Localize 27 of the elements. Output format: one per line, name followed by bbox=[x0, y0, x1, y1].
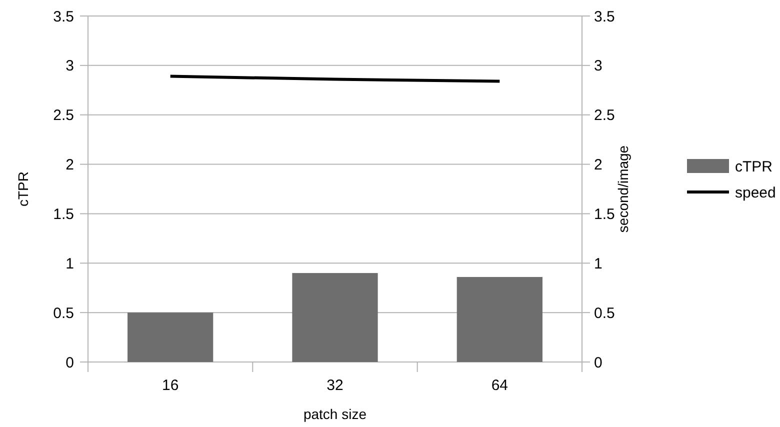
y-tick-label: 0.5 bbox=[53, 304, 74, 322]
y2-tick-label: 2.5 bbox=[594, 107, 615, 124]
y-tick-label: 0 bbox=[66, 354, 74, 372]
bar bbox=[456, 276, 542, 362]
y2-tick-label: 1.5 bbox=[594, 206, 615, 223]
y-tick-label: 1.5 bbox=[53, 206, 74, 223]
legend-label: cTPR bbox=[735, 158, 773, 176]
legend-label: speed bbox=[735, 184, 776, 202]
x-tick-label: 64 bbox=[491, 377, 508, 394]
x-axis-title: patch size bbox=[303, 406, 367, 422]
y2-tick-label: 0.5 bbox=[594, 304, 615, 322]
y-tick-label: 3 bbox=[66, 58, 74, 75]
y-tick-label: 3.5 bbox=[53, 8, 74, 26]
y2-tick-label: 3 bbox=[594, 58, 602, 75]
bar bbox=[292, 273, 378, 362]
y2-tick-label: 3.5 bbox=[594, 8, 615, 26]
x-tick-label: 16 bbox=[162, 377, 179, 394]
y2-axis-title: second/image bbox=[615, 145, 631, 233]
bar bbox=[128, 312, 214, 362]
y-tick-label: 1 bbox=[66, 255, 74, 272]
y-axis-title: cTPR bbox=[15, 172, 31, 206]
x-tick-label: 32 bbox=[326, 377, 344, 394]
y2-tick-label: 2 bbox=[594, 156, 602, 174]
y2-tick-label: 1 bbox=[594, 255, 602, 272]
y-tick-label: 2 bbox=[66, 156, 74, 174]
y2-tick-label: 0 bbox=[594, 354, 602, 372]
y-tick-label: 2.5 bbox=[53, 107, 74, 124]
